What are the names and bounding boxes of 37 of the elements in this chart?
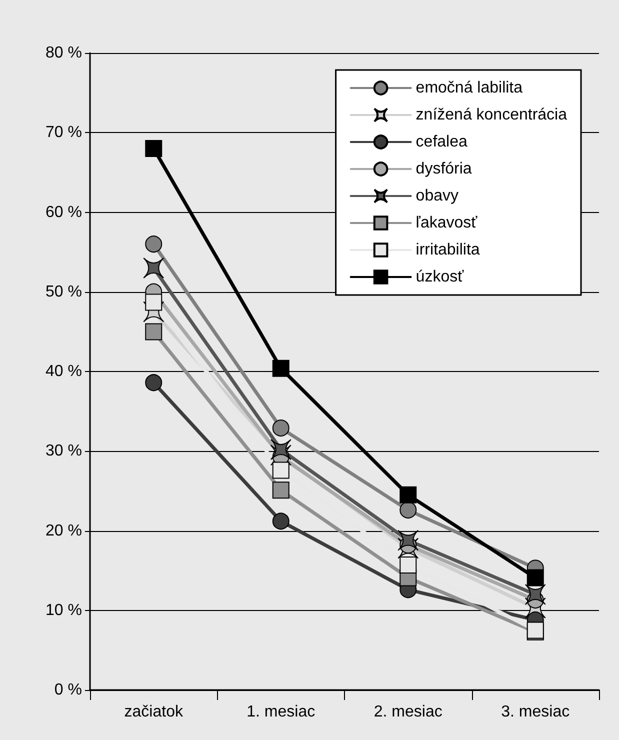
legend-label: obavy	[416, 188, 458, 204]
x-tick-label: začiatok	[124, 704, 184, 720]
legend-label: irritabilita	[416, 242, 480, 258]
legend-label: dysfória	[416, 160, 472, 178]
point	[145, 140, 162, 158]
y-tick-label: 70 %	[46, 124, 82, 142]
point	[272, 420, 290, 437]
y-tick-label: 20 %	[46, 522, 82, 540]
point	[400, 502, 417, 519]
point	[526, 569, 544, 586]
point	[272, 512, 290, 530]
legend-label: znížená koncentrácia	[416, 106, 568, 124]
point	[272, 482, 290, 499]
point	[145, 236, 162, 253]
y-tick-label: 80 %	[46, 44, 82, 62]
point	[400, 486, 417, 504]
point	[272, 360, 290, 377]
y-tick-label: 10 %	[46, 602, 82, 619]
legend-label: cefalea	[416, 134, 468, 150]
legend-label: úzkosť	[416, 268, 465, 286]
legend-label: emočná labilita	[416, 80, 523, 96]
point	[398, 530, 419, 551]
y-tick-label: 60 %	[46, 204, 82, 221]
point	[143, 257, 164, 278]
point	[145, 294, 162, 311]
legend-label: ľakavosť	[416, 214, 478, 232]
point	[524, 584, 546, 605]
point	[270, 439, 292, 460]
point	[145, 323, 162, 340]
y-tick-label: 30 %	[46, 442, 82, 460]
x-tick-label: 2. mesiac	[374, 704, 442, 720]
x-tick-label: 1. mesiac	[246, 704, 316, 720]
y-tick-label: 40 %	[46, 363, 82, 380]
x-tick-label: 3. mesiac	[501, 704, 570, 720]
y-tick-label: 0 %	[54, 682, 82, 698]
y-tick-label: 50 %	[46, 283, 82, 300]
point	[145, 374, 162, 392]
